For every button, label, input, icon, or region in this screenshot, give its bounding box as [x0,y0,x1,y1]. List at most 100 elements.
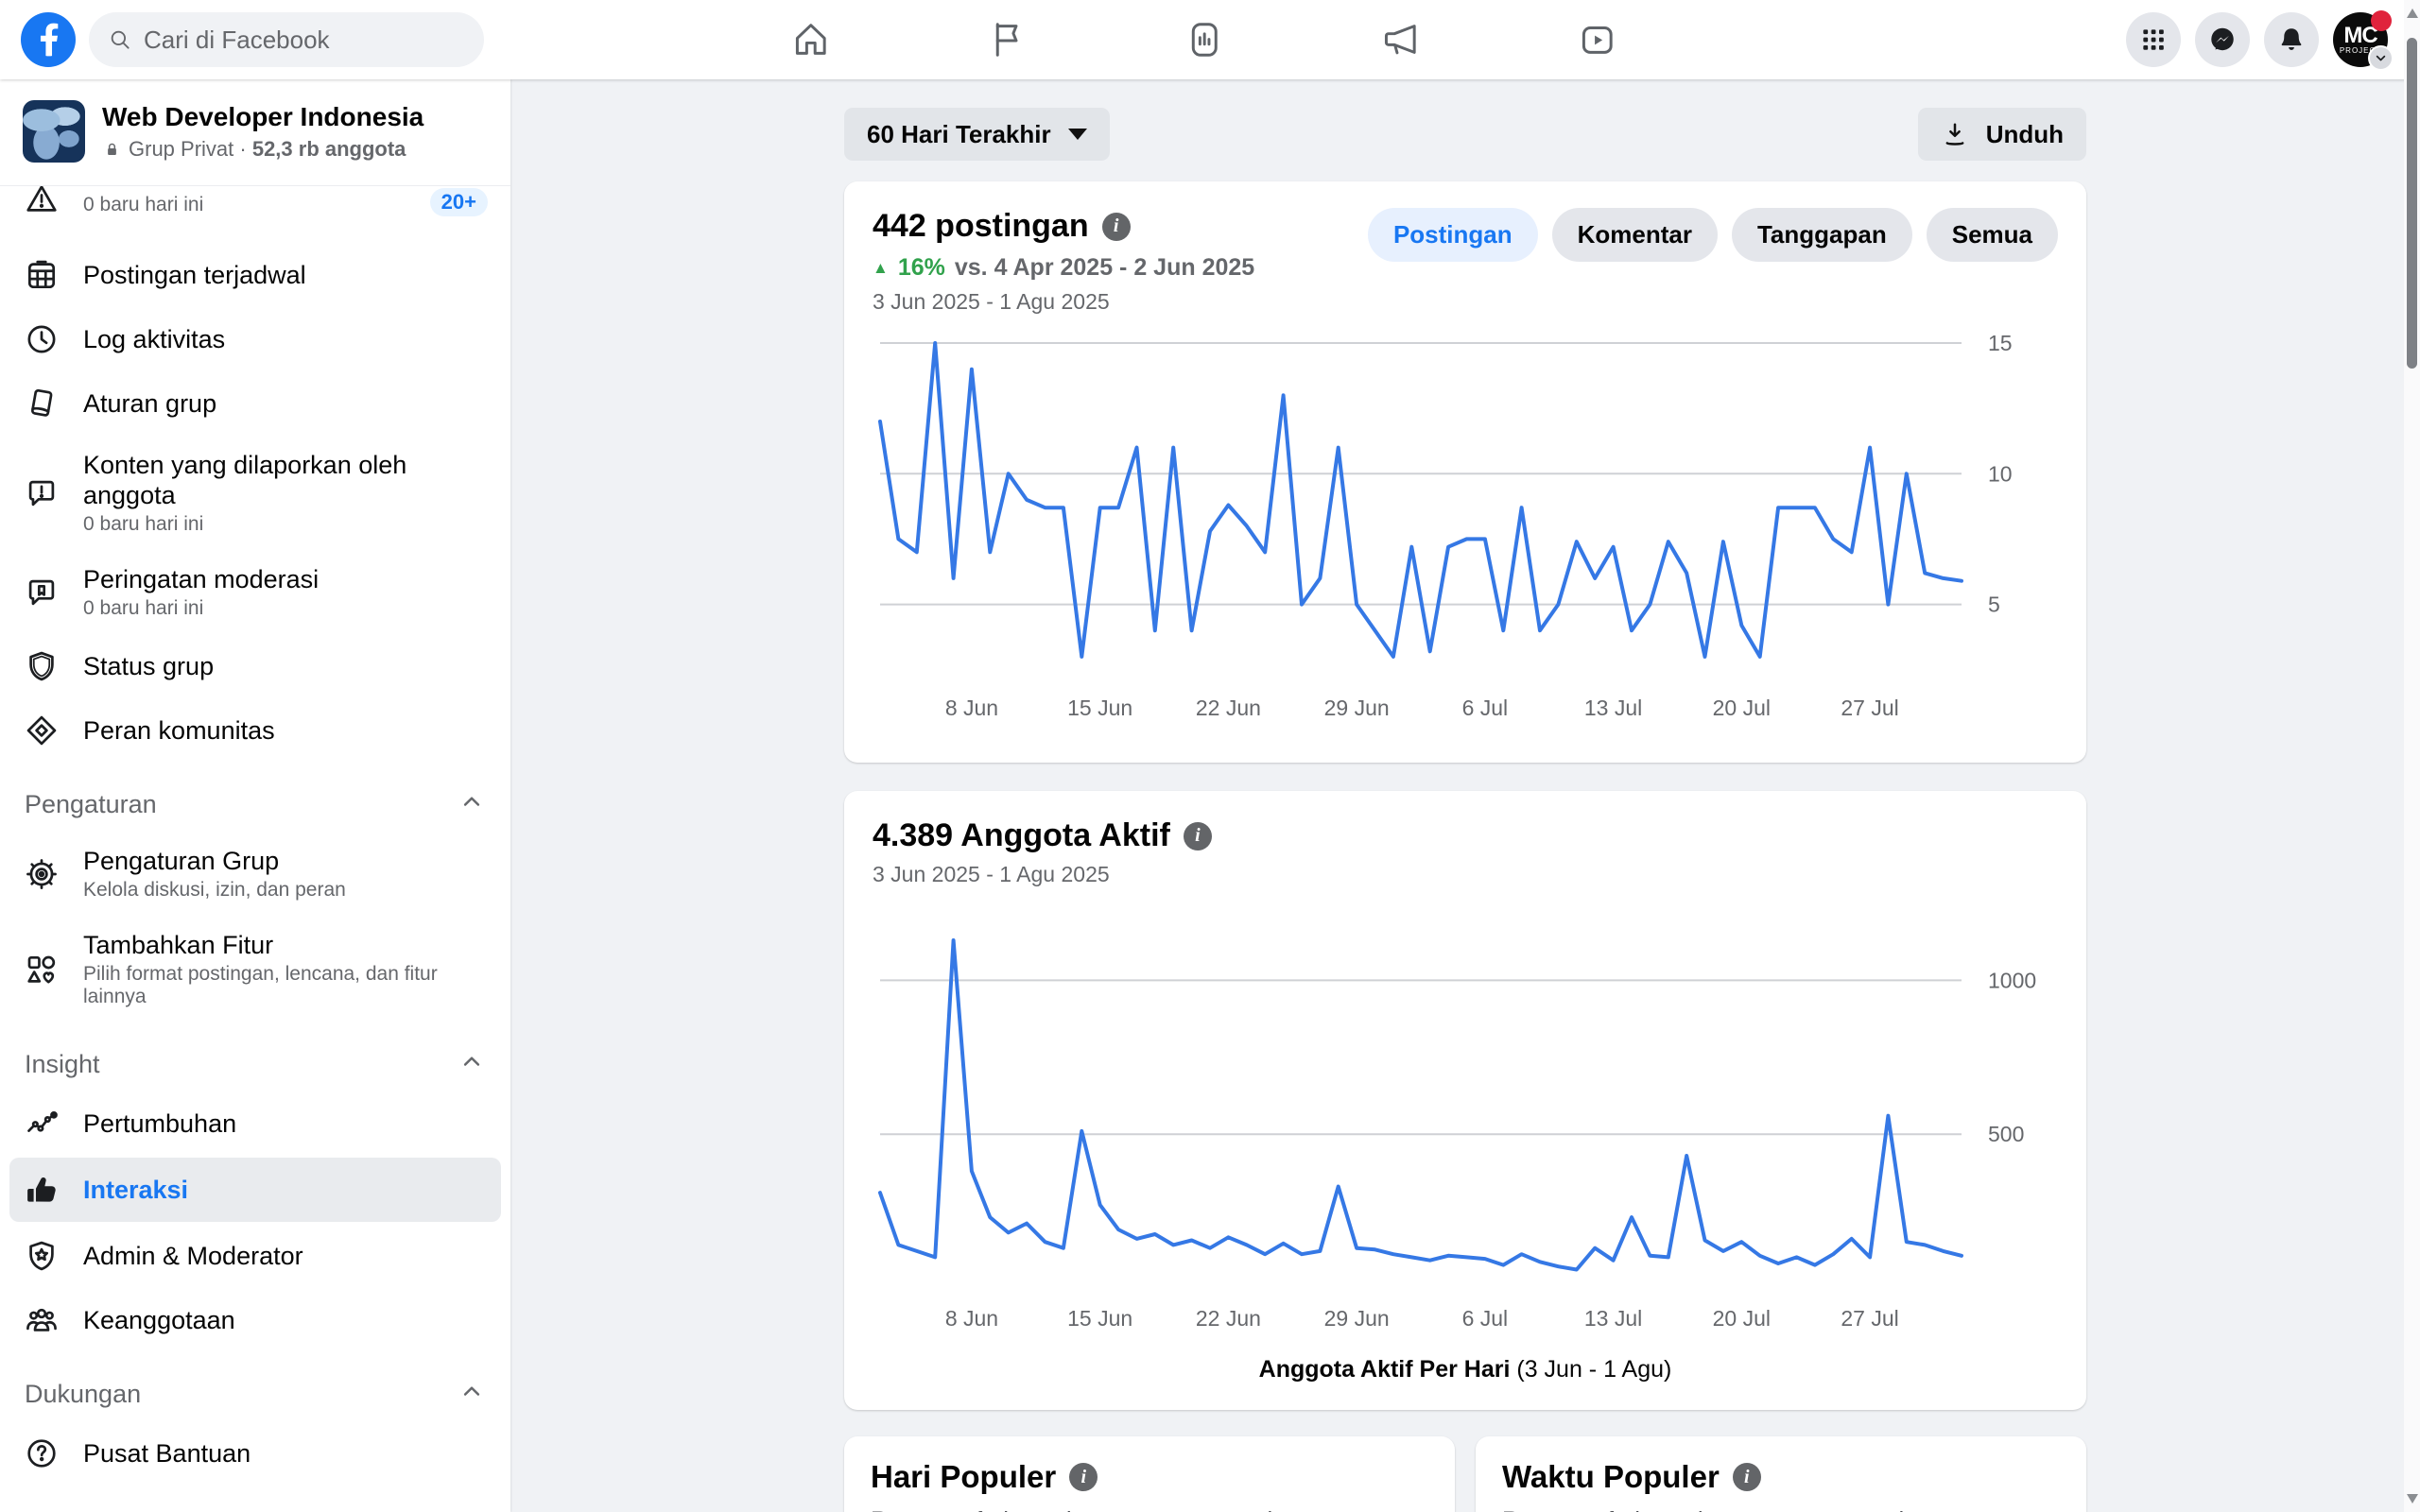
growth-icon [27,1110,58,1132]
tab-komentar[interactable]: Komentar [1551,208,1718,262]
scrollbar-thumb[interactable] [2407,38,2417,369]
question-circle-icon [27,1439,56,1468]
sidebar-section-dukungan[interactable]: Dukungan [0,1352,510,1421]
x-axis-label: 8 Jun [945,1306,998,1331]
section-label: Pengaturan [25,790,157,818]
nav-insights-button[interactable] [1178,13,1231,66]
info-icon[interactable] [1183,821,1212,850]
group-subtitle: Grup Privat · 52,3 rb anggota [102,137,424,162]
search-placeholder: Cari di Facebook [144,25,330,54]
menu-grid-button[interactable] [2126,12,2181,67]
nav-pages-button[interactable] [981,13,1034,66]
facebook-logo[interactable] [21,12,76,67]
x-axis-label: 29 Jun [1324,1306,1390,1331]
page-scrollbar[interactable] [2404,0,2420,1512]
sidebar-item-keanggotaan[interactable]: Keanggotaan [0,1288,510,1352]
sidebar-menu: 0 baru hari ini 20+ Postingan terjadwal Log… [0,185,510,1486]
chevron-up-icon [463,1057,480,1066]
x-axis-label: 27 Jul [1841,696,1898,720]
messenger-button[interactable] [2195,12,2250,67]
search-input[interactable]: Cari di Facebook [89,12,484,67]
count-badge: 20+ [429,188,488,216]
metric-tabs: Postingan Komentar Tanggapan Semua [1367,208,2058,262]
download-button[interactable]: Unduh [1917,108,2086,161]
account-menu-button[interactable]: MC PROJECT [2333,10,2394,71]
x-axis-label: 13 Jul [1584,696,1642,720]
x-axis-label: 22 Jun [1196,696,1261,720]
sidebar-item-pertumbuhan[interactable]: Pertumbuhan [0,1091,510,1156]
active-members-card: 4.389 Anggota Aktif 3 Jun 2025 - 1 Agu 2… [844,791,2086,1410]
sidebar-item-pengaturan-grup[interactable]: Pengaturan Grup Kelola diskusi, izin, dan… [0,832,510,916]
sidebar-item-label: Interaksi [83,1176,189,1204]
moderation-bubble-icon [28,579,55,605]
x-axis-label: 22 Jun [1196,1306,1261,1331]
megaphone-icon [1384,25,1416,55]
sidebar-item-status-grup[interactable]: Status grup [0,634,510,698]
chevron-up-icon [463,1386,480,1396]
sidebar-item-konten-yang-dilaporkan-oleh-anggota[interactable]: Konten yang dilaporkan oleh anggota 0 bar… [0,436,510,550]
sidebar-item-label: Peran komunitas [83,716,275,745]
shield-icon [29,651,54,681]
topbar: Cari di Facebook MC PROJECT [0,0,2420,79]
tab-postingan[interactable]: Postingan [1367,208,1538,262]
shield-star-icon [29,1241,54,1271]
sidebar-item-subtitle: 0 baru hari ini [83,513,204,535]
nav-video-button[interactable] [1571,13,1624,66]
nav-ads-button[interactable] [1374,13,1427,66]
lock-icon [108,143,116,155]
sidebar-section-pengaturan[interactable]: Pengaturan [0,763,510,832]
posts-card-title: 442 postingan [873,208,1089,244]
chart-caption: Anggota Aktif Per Hari (3 Jun - 1 Agu) [1258,1356,1672,1383]
x-axis-label: 20 Jul [1713,1306,1771,1331]
tab-semua[interactable]: Semua [1926,208,2058,262]
sidebar-item-peringatan-moderasi[interactable]: Peringatan moderasi 0 baru hari ini [0,550,510,634]
date-range-dropdown[interactable]: 60 Hari Terakhir [844,108,1110,161]
info-icon[interactable] [1732,1463,1761,1491]
popular-days-description: Rata-rata frekuensi anggota memposting, … [871,1506,1428,1512]
section-label: Dukungan [25,1380,142,1408]
clock-icon [27,325,56,353]
sidebar-item-label: Konten yang dilaporkan oleh anggota [83,451,407,509]
x-axis-label: 29 Jun [1324,696,1390,720]
group-header[interactable]: Web Developer Indonesia Grup Privat · 52… [0,79,510,185]
notifications-button[interactable] [2264,12,2319,67]
sidebar-item-interaksi[interactable]: Interaksi [9,1158,501,1222]
nav-home-button[interactable] [785,13,838,66]
sidebar-item-label: Status grup [83,652,215,680]
posts-delta: ▲ 16% vs. 4 Apr 2025 - 2 Jun 2025 [873,254,1255,281]
sidebar-item-peran-komunitas[interactable]: Peran komunitas [0,698,510,763]
sidebar-section-insight[interactable]: Insight [0,1022,510,1091]
popular-days-card: Hari Populer Rata-rata frekuensi anggota… [844,1436,1455,1512]
sidebar-item-postingan-terjadwal[interactable]: Postingan terjadwal [0,243,510,307]
posts-date-range: 3 Jun 2025 - 1 Agu 2025 [873,289,1110,314]
sidebar-item-label: Postingan terjadwal [83,261,306,289]
sidebar-item-label: Log aktivitas [83,325,226,353]
main-content: 60 Hari Terakhir Unduh 442 postingan [510,79,2420,1512]
group-avatar [23,100,85,163]
warning-triangle-icon [26,186,57,212]
sidebar-item-log-aktivitas[interactable]: Log aktivitas [0,307,510,371]
gear-icon [26,858,57,889]
sidebar-item-admin-moderator[interactable]: Admin & Moderator [0,1224,510,1288]
sidebar-item-subtitle: Kelola diskusi, izin, dan peran [83,879,346,901]
sidebar-item-tambahkan-fitur[interactable]: Tambahkan Fitur Pilih format postingan, l… [0,916,510,1022]
active-members-title: 4.389 Anggota Aktif [873,817,1170,853]
sidebar-item-aturan-grup[interactable]: Aturan grup [0,371,510,436]
tab-tanggapan[interactable]: Tanggapan [1731,208,1912,262]
chart-line [878,341,1963,659]
download-icon [1945,123,1964,146]
info-icon[interactable] [1101,212,1131,241]
info-icon[interactable] [1069,1463,1098,1491]
book-icon [30,388,53,417]
scroll-down-arrow-icon[interactable] [2407,1494,2418,1503]
scroll-up-arrow-icon[interactable] [2407,9,2418,18]
y-axis-label: 15 [1988,331,2013,355]
sidebar-item-subtitle: Pilih format postingan, lencana, dan fit… [83,963,438,1007]
posts-line-chart: 5 10 15 8 Jun 15 Jun 22 Jun 29 Jun 6 Jul 13 Jul 2… [878,331,2013,720]
thumbs-up-icon [27,1177,56,1202]
messenger-icon [2211,27,2234,51]
chevron-up-icon [463,797,480,806]
sidebar-item-pusat-bantuan[interactable]: Pusat Bantuan [0,1421,510,1486]
sidebar-item-clipped[interactable]: 0 baru hari ini 20+ [0,186,510,243]
active-members-line-chart: 500 1000 8 Jun 15 Jun 22 Jun 29 Jun 6 Jul 13 Ju… [878,938,2036,1331]
